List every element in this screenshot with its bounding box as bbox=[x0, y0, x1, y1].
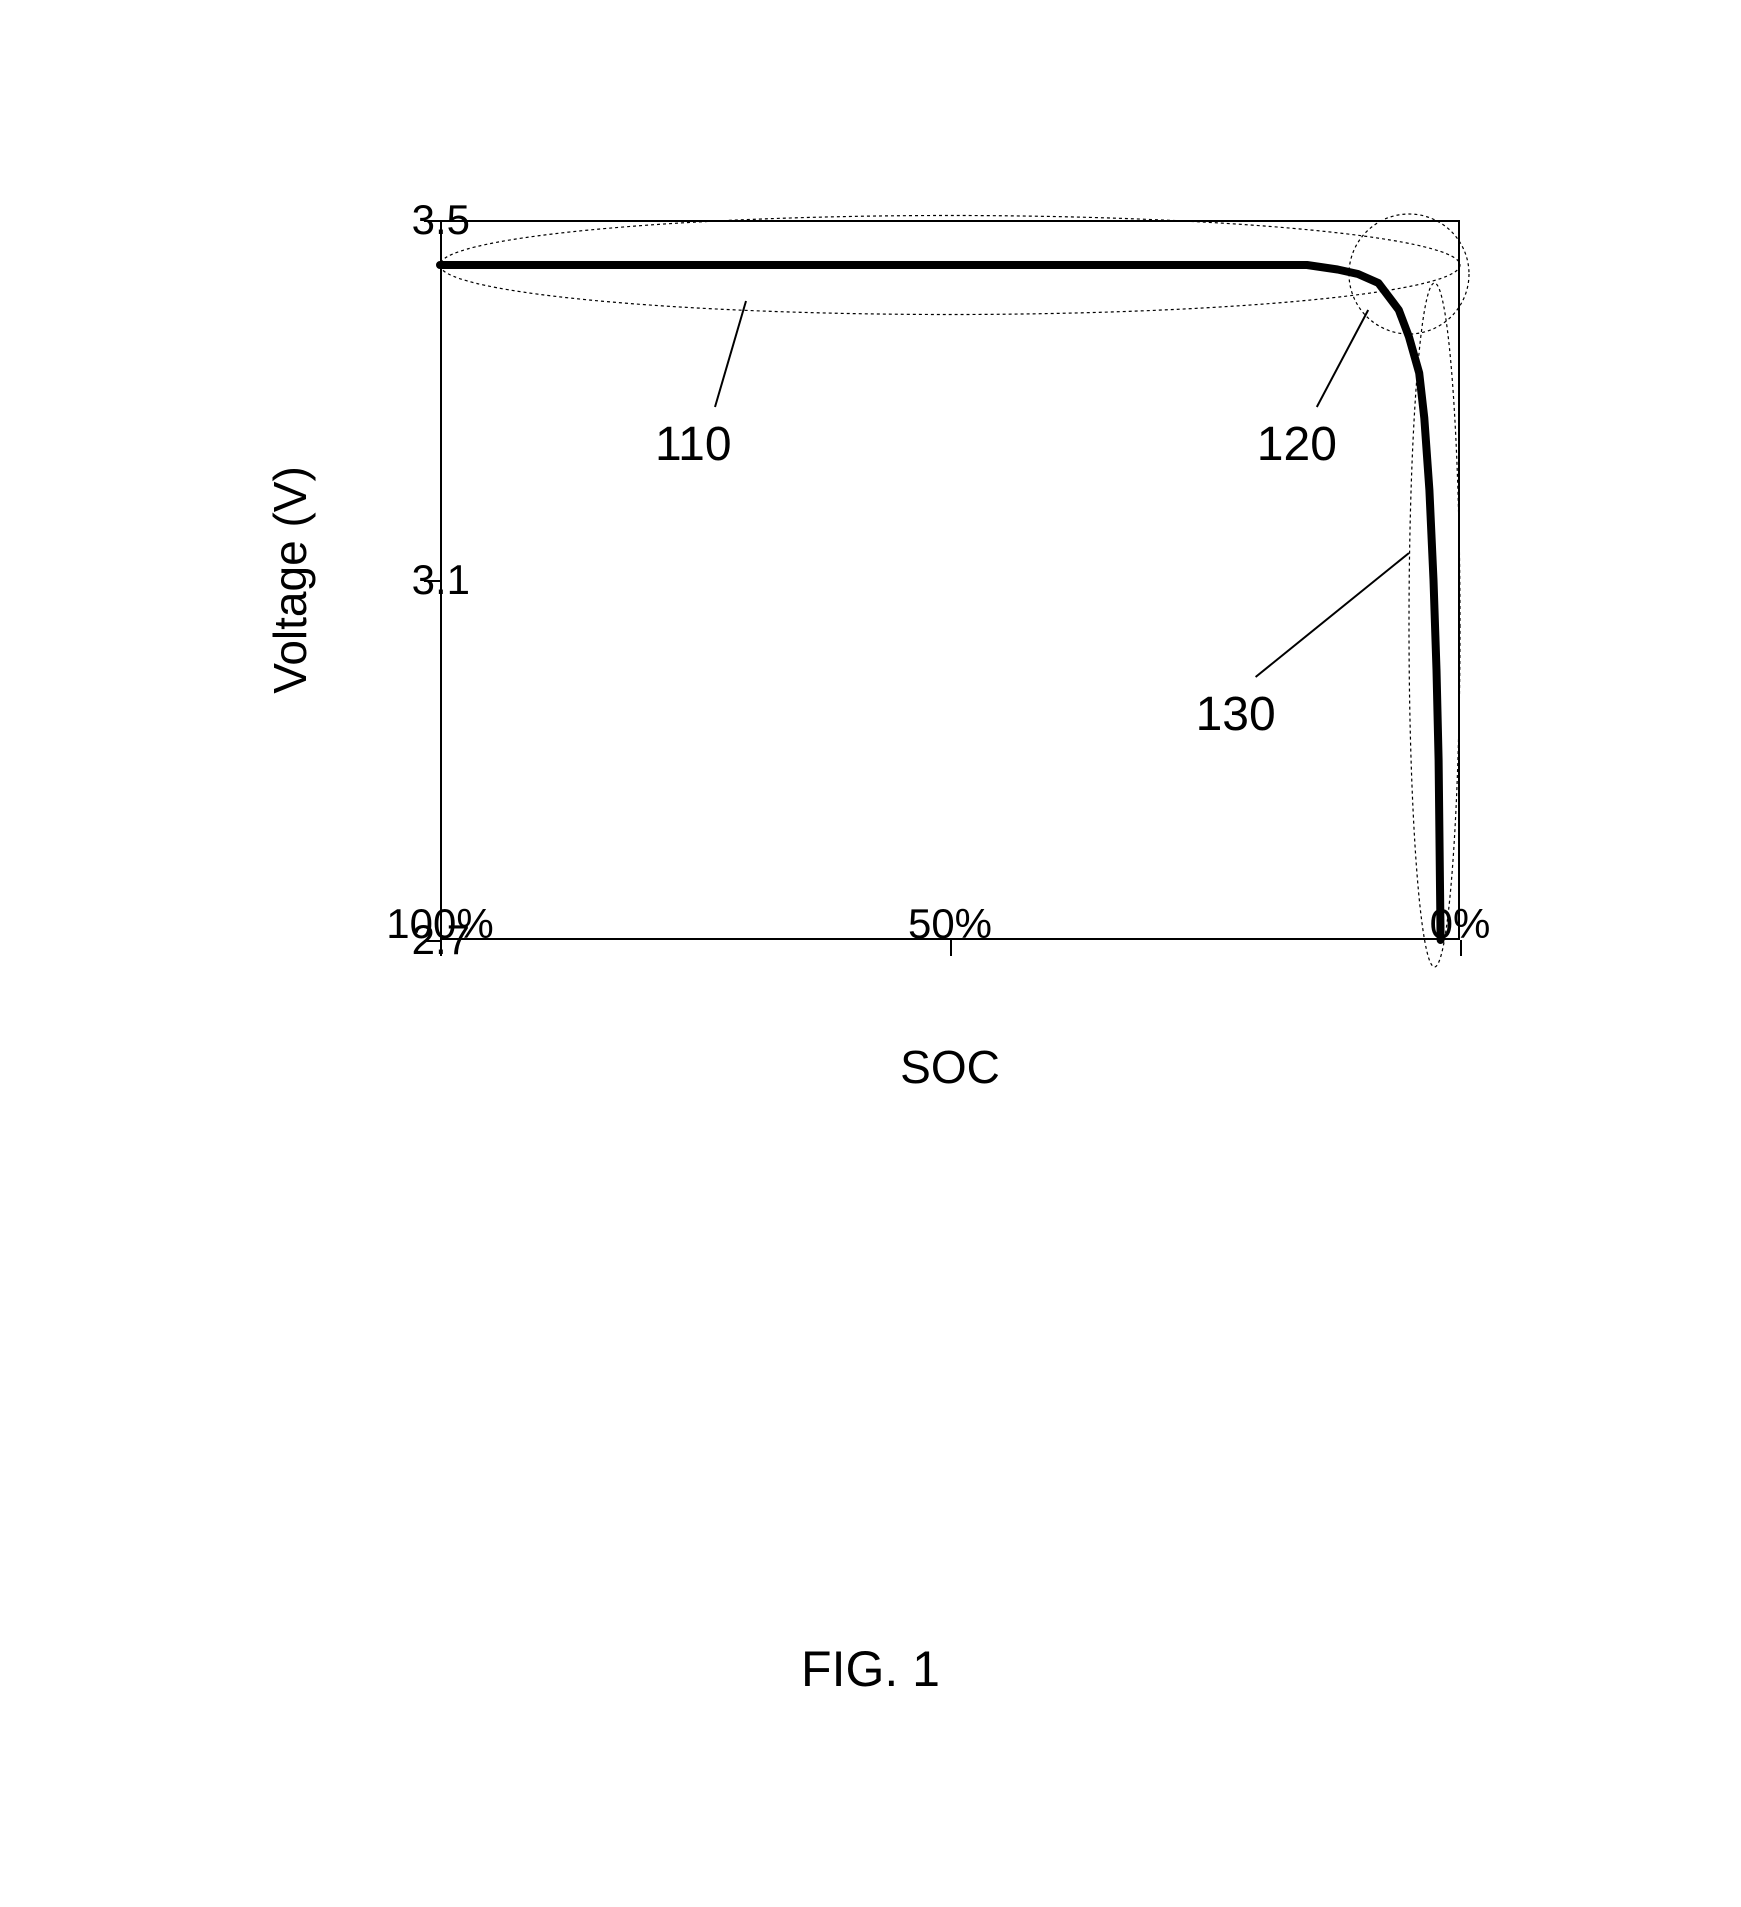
page: Voltage (V) 3.5 3.1 2.7 100% 50% 0% SOC … bbox=[0, 0, 1741, 1907]
figure-caption: FIG. 1 bbox=[801, 1640, 940, 1698]
annotation-110-label: 110 bbox=[655, 417, 732, 472]
x-tick-label: 50% bbox=[908, 900, 992, 948]
x-tick-label: 0% bbox=[1430, 900, 1491, 948]
y-tick-label: 3.1 bbox=[412, 556, 470, 604]
y-tick-label: 3.5 bbox=[412, 196, 470, 244]
discharge-curve bbox=[440, 265, 1441, 940]
annotation-120-label: 120 bbox=[1257, 417, 1337, 472]
x-tick-label: 100% bbox=[386, 900, 493, 948]
annotation-130-label: 130 bbox=[1196, 687, 1276, 742]
annotation-leaders bbox=[715, 301, 1409, 677]
chart-region: Voltage (V) 3.5 3.1 2.7 100% 50% 0% SOC … bbox=[260, 160, 1520, 1360]
chart-svg bbox=[440, 220, 1460, 940]
plot-area bbox=[440, 220, 1460, 940]
x-axis-label: SOC bbox=[900, 1040, 1000, 1094]
y-axis-label: Voltage (V) bbox=[263, 466, 317, 694]
highlight-ellipses bbox=[440, 214, 1469, 967]
